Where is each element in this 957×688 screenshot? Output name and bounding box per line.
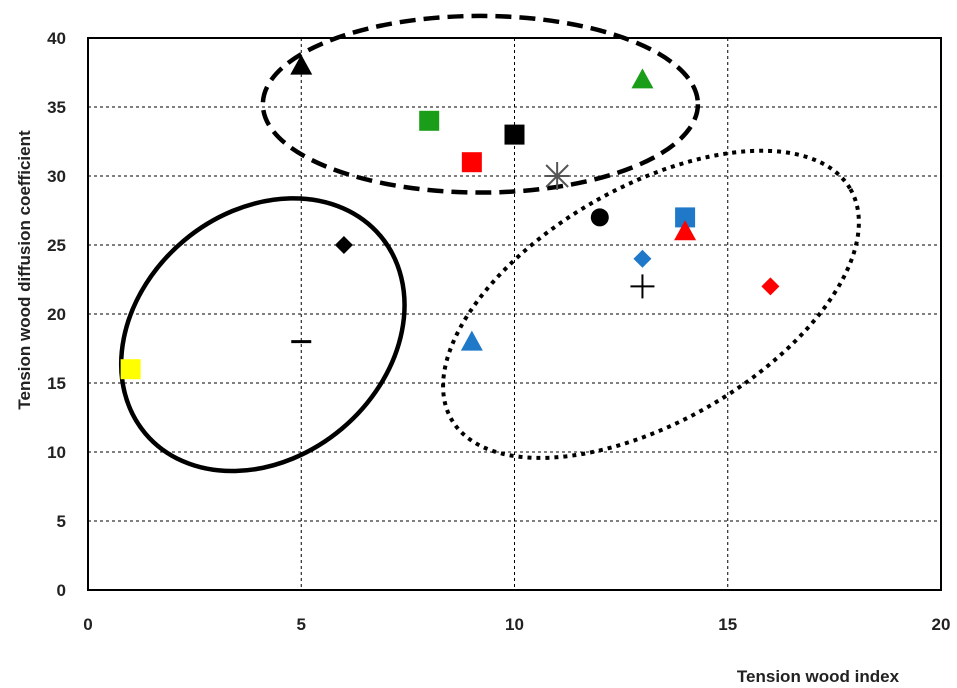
x-tick-label: 0 [83, 615, 92, 634]
point-asterisk [545, 162, 570, 190]
point-circle [590, 208, 609, 227]
point-triangle [460, 330, 483, 351]
point-square [461, 152, 482, 173]
point-plus [630, 274, 655, 299]
group-outlines [118, 13, 861, 474]
point-triangle [290, 54, 313, 75]
data-points [120, 54, 780, 380]
x-tick-label: 15 [718, 615, 737, 634]
x-tick-label: 5 [297, 615, 306, 634]
y-tick-label: 15 [47, 374, 66, 393]
y-tick-label: 25 [47, 236, 66, 255]
dashed-group-ellipse [260, 13, 701, 195]
y-tick-label: 0 [57, 581, 66, 600]
point-square [419, 110, 440, 131]
y-tick-labels: 0 5 10 15 20 25 30 35 40 [47, 29, 66, 600]
x-tick-label: 10 [505, 615, 524, 634]
point-diamond [633, 249, 652, 268]
point-triangle [674, 220, 697, 241]
y-axis-label: Tension wood diffusion coefficient [15, 130, 34, 410]
point-square [675, 207, 696, 228]
solid-group-ellipse [118, 196, 407, 474]
y-tick-label: 40 [47, 29, 66, 48]
point-triangle [631, 68, 654, 89]
point-diamond [761, 277, 780, 296]
y-tick-label: 5 [57, 512, 66, 531]
point-square [120, 359, 141, 380]
y-tick-label: 10 [47, 443, 66, 462]
point-diamond [334, 236, 353, 254]
dotted-group-ellipse [441, 148, 861, 460]
x-tick-labels: 0 5 10 15 20 [83, 615, 950, 634]
plot-border [87, 37, 942, 591]
x-axis-label: Tension wood index [737, 667, 900, 686]
y-tick-label: 20 [47, 305, 66, 324]
point-square [504, 124, 525, 145]
y-tick-label: 30 [47, 167, 66, 186]
x-tick-label: 20 [932, 615, 951, 634]
y-tick-label: 35 [47, 98, 66, 117]
grid-lines [88, 38, 941, 590]
